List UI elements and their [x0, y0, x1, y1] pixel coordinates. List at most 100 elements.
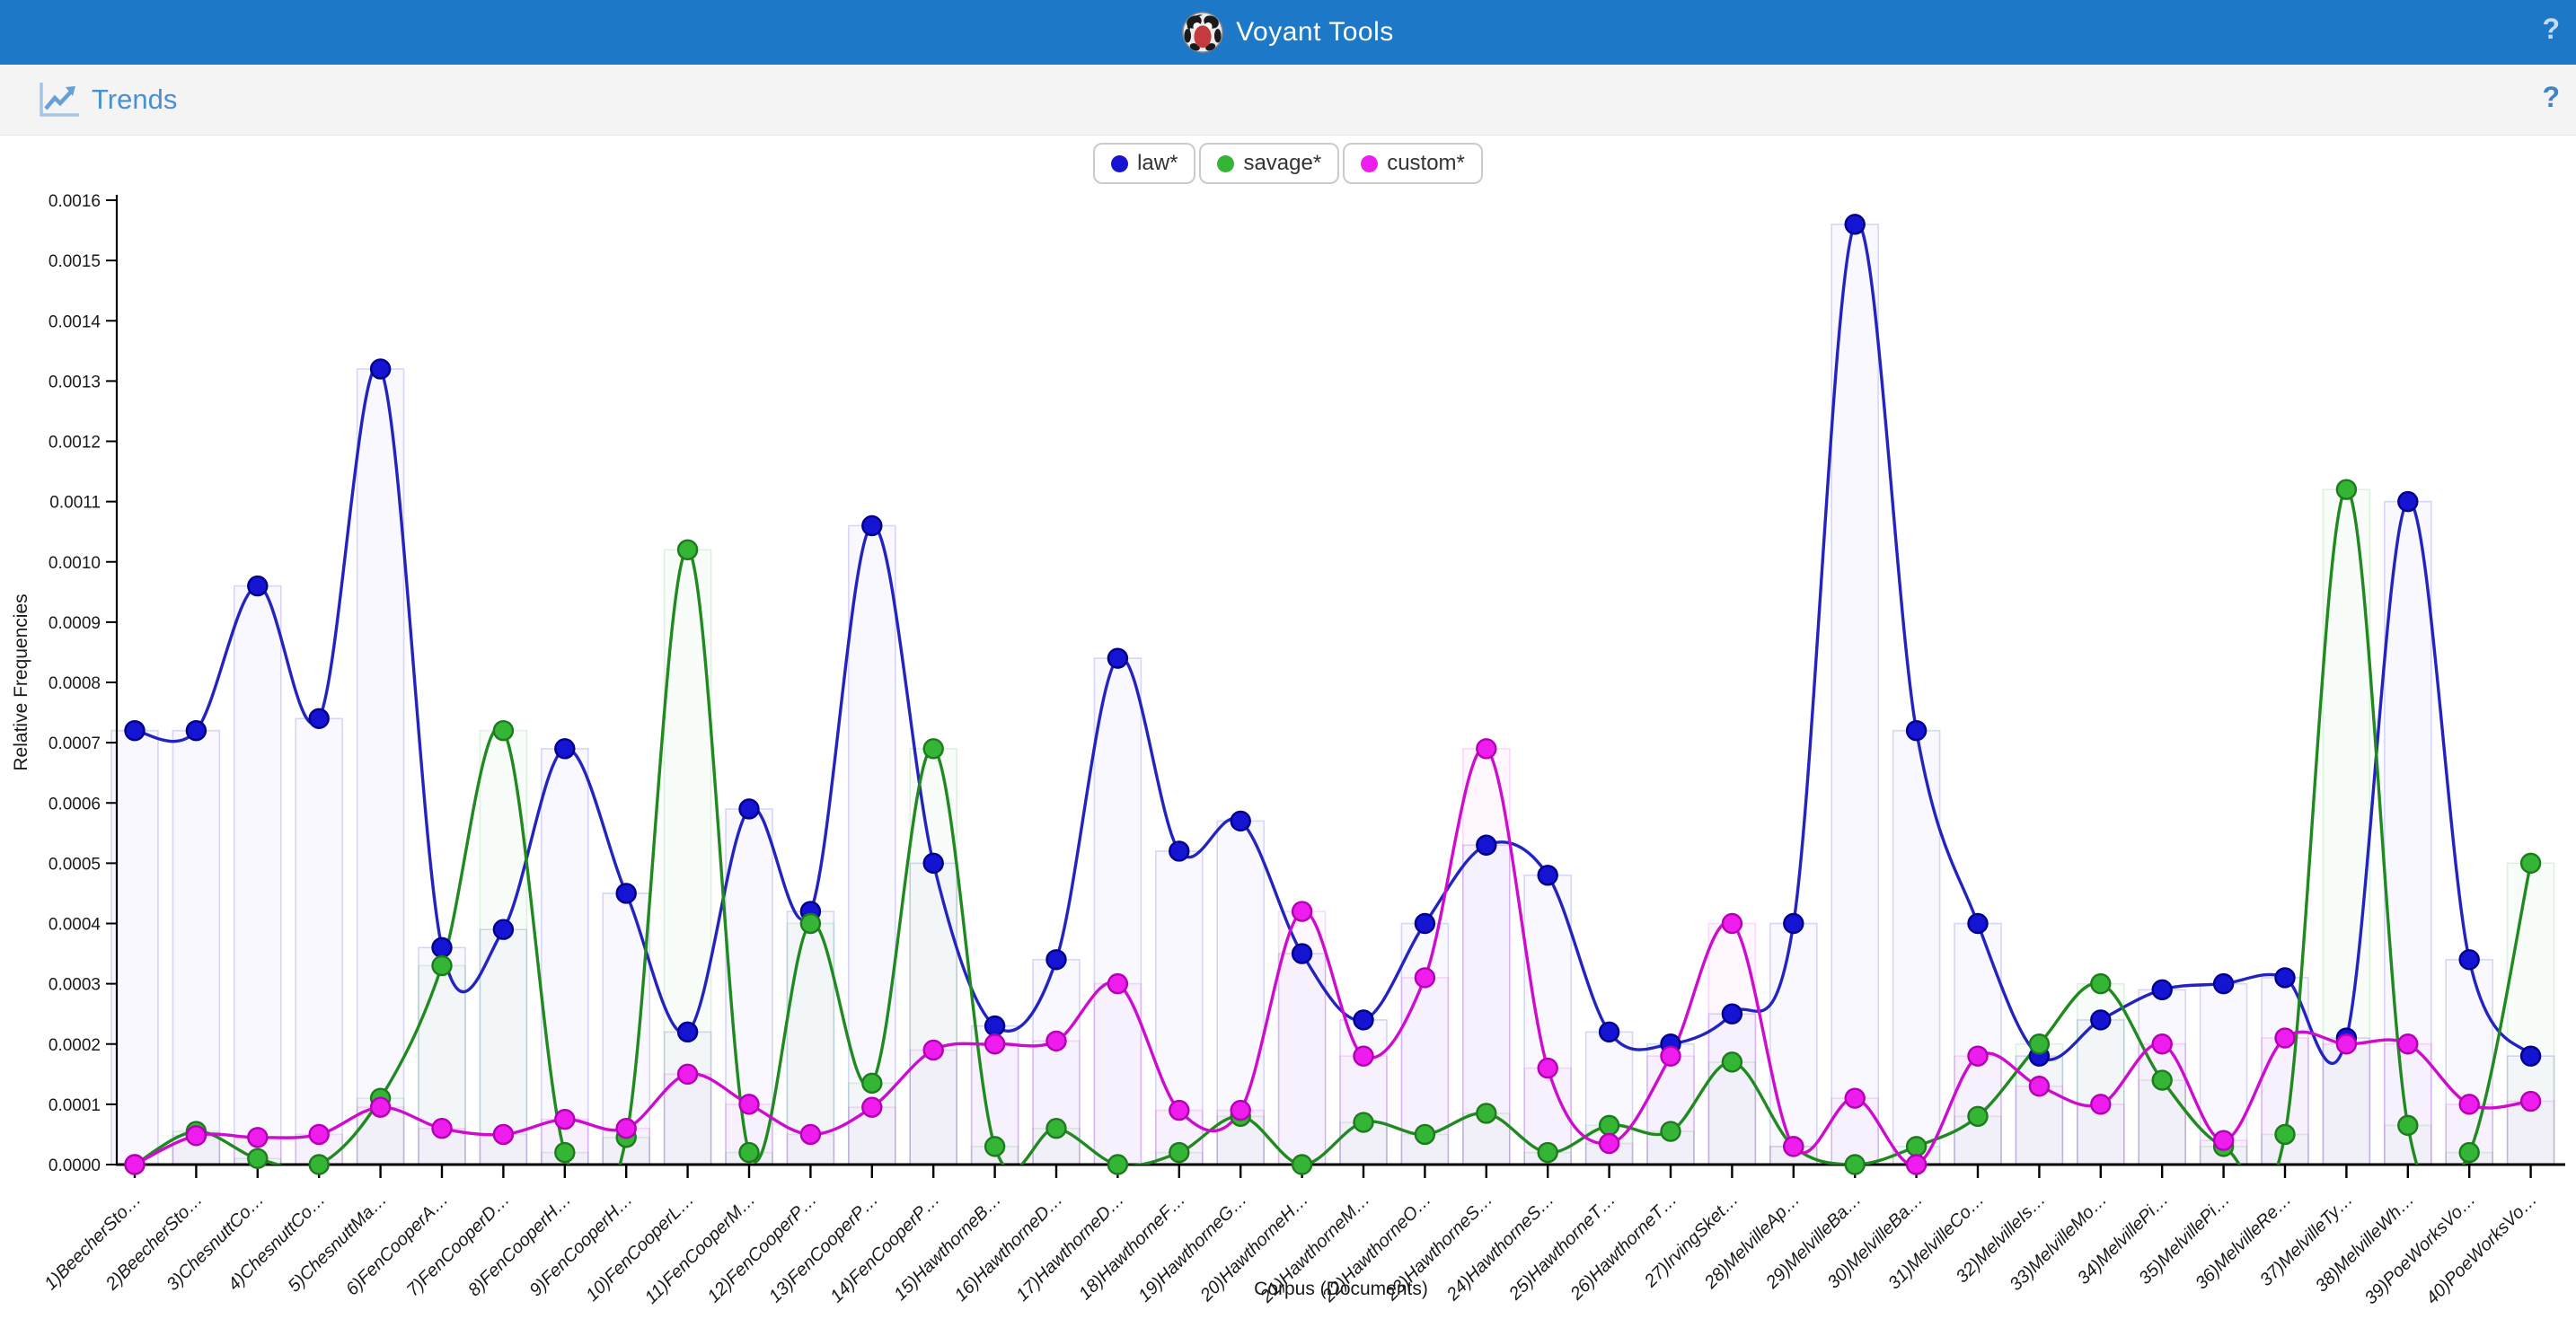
x-label-13[interactable]: 13)FenCooperP…	[765, 1190, 882, 1306]
point-custom-24[interactable]	[1537, 1057, 1558, 1079]
point-custom-39[interactable]	[2458, 1094, 2480, 1115]
x-label-39[interactable]: 39)PoeWorksVo…	[2361, 1190, 2480, 1308]
point-law-33[interactable]	[2090, 1009, 2112, 1031]
point-savage-26[interactable]	[1660, 1121, 1681, 1142]
point-savage-20[interactable]	[1291, 1154, 1313, 1175]
header-help-button[interactable]: ?	[2542, 13, 2560, 45]
point-law-21[interactable]	[1353, 1009, 1374, 1031]
point-custom-18[interactable]	[1169, 1099, 1190, 1121]
point-law-16[interactable]	[1045, 949, 1067, 971]
x-label-12[interactable]: 12)FenCooperP…	[704, 1190, 821, 1306]
point-law-13[interactable]	[861, 514, 883, 537]
point-law-34[interactable]	[2151, 979, 2173, 1001]
point-savage-24[interactable]	[1537, 1141, 1558, 1164]
point-law-8[interactable]	[554, 738, 576, 760]
point-savage-40[interactable]	[2519, 852, 2542, 875]
point-custom-28[interactable]	[1783, 1136, 1804, 1157]
point-law-29[interactable]	[1844, 214, 1866, 235]
point-custom-34[interactable]	[2151, 1033, 2173, 1055]
point-savage-6[interactable]	[431, 954, 453, 977]
point-custom-23[interactable]	[1476, 738, 1497, 760]
point-savage-22[interactable]	[1414, 1123, 1436, 1146]
x-label-15[interactable]: 15)HawthorneB…	[890, 1190, 1005, 1305]
point-law-30[interactable]	[1905, 720, 1928, 742]
point-savage-8[interactable]	[554, 1141, 576, 1164]
point-savage-34[interactable]	[2151, 1069, 2173, 1091]
x-label-11[interactable]: 11)FenCooperM…	[641, 1190, 760, 1308]
point-law-5[interactable]	[369, 358, 392, 380]
point-law-39[interactable]	[2458, 949, 2480, 971]
point-law-35[interactable]	[2212, 972, 2235, 995]
point-law-3[interactable]	[247, 575, 269, 597]
point-savage-3[interactable]	[247, 1148, 269, 1169]
point-law-27[interactable]	[1721, 1003, 1743, 1024]
point-custom-9[interactable]	[615, 1118, 637, 1139]
legend-item-savage[interactable]: savage*	[1199, 143, 1340, 184]
point-savage-11[interactable]	[738, 1141, 760, 1164]
x-label-16[interactable]: 16)HawthorneD…	[951, 1190, 1067, 1306]
point-custom-12[interactable]	[799, 1123, 822, 1146]
x-label-10[interactable]: 10)FenCooperL…	[582, 1190, 698, 1306]
point-custom-2[interactable]	[185, 1125, 207, 1147]
point-custom-17[interactable]	[1107, 972, 1129, 995]
point-savage-33[interactable]	[2090, 972, 2112, 995]
point-custom-1[interactable]	[124, 1154, 146, 1175]
point-law-25[interactable]	[1598, 1021, 1620, 1043]
point-custom-29[interactable]	[1844, 1087, 1866, 1109]
x-label-8[interactable]: 8)FenCooperH…	[464, 1190, 575, 1300]
point-law-24[interactable]	[1537, 865, 1558, 886]
point-law-38[interactable]	[2397, 490, 2419, 513]
point-law-28[interactable]	[1783, 912, 1804, 935]
point-custom-40[interactable]	[2519, 1090, 2542, 1112]
point-custom-5[interactable]	[369, 1096, 392, 1118]
point-law-36[interactable]	[2274, 967, 2296, 989]
point-custom-31[interactable]	[1967, 1045, 1989, 1067]
point-law-10[interactable]	[676, 1021, 699, 1043]
point-law-23[interactable]	[1476, 834, 1497, 856]
point-savage-16[interactable]	[1045, 1118, 1067, 1139]
point-savage-15[interactable]	[984, 1136, 1006, 1157]
point-custom-19[interactable]	[1230, 1099, 1251, 1121]
point-custom-16[interactable]	[1045, 1030, 1067, 1052]
point-custom-6[interactable]	[431, 1118, 453, 1139]
point-law-19[interactable]	[1230, 810, 1251, 832]
point-savage-39[interactable]	[2458, 1141, 2480, 1164]
x-label-14[interactable]: 14)FenCooperP…	[826, 1190, 943, 1306]
point-savage-29[interactable]	[1844, 1154, 1866, 1175]
point-custom-38[interactable]	[2397, 1033, 2419, 1055]
point-law-1[interactable]	[124, 720, 146, 742]
point-custom-32[interactable]	[2028, 1076, 2051, 1097]
x-label-7[interactable]: 7)FenCooperD…	[403, 1190, 514, 1300]
point-law-31[interactable]	[1967, 912, 1989, 935]
x-label-18[interactable]: 18)HawthorneF…	[1075, 1190, 1189, 1304]
point-savage-13[interactable]	[861, 1072, 883, 1095]
point-custom-8[interactable]	[554, 1108, 576, 1130]
point-custom-21[interactable]	[1353, 1045, 1374, 1067]
point-custom-27[interactable]	[1721, 912, 1743, 935]
point-savage-36[interactable]	[2274, 1123, 2296, 1146]
point-savage-37[interactable]	[2335, 479, 2358, 500]
point-custom-4[interactable]	[308, 1123, 330, 1146]
point-law-2[interactable]	[185, 720, 207, 742]
x-label-26[interactable]: 26)HawthorneT…	[1566, 1190, 1681, 1305]
point-custom-35[interactable]	[2212, 1130, 2235, 1151]
point-savage-38[interactable]	[2397, 1114, 2419, 1137]
point-law-40[interactable]	[2519, 1045, 2542, 1067]
point-custom-14[interactable]	[922, 1039, 944, 1061]
point-law-20[interactable]	[1291, 943, 1313, 964]
x-label-25[interactable]: 25)HawthorneT…	[1504, 1190, 1619, 1305]
x-label-40[interactable]: 40)PoeWorksVo…	[2422, 1190, 2541, 1308]
x-label-19[interactable]: 19)HawthorneG…	[1134, 1190, 1251, 1306]
point-custom-25[interactable]	[1598, 1132, 1620, 1155]
point-law-9[interactable]	[615, 883, 637, 904]
legend-item-custom[interactable]: custom*	[1343, 143, 1483, 184]
point-custom-37[interactable]	[2335, 1033, 2358, 1055]
point-savage-30[interactable]	[1905, 1136, 1928, 1157]
point-savage-21[interactable]	[1353, 1112, 1374, 1133]
point-law-17[interactable]	[1107, 647, 1129, 669]
point-custom-15[interactable]	[984, 1033, 1006, 1055]
voyant-owl-logo-icon[interactable]	[1182, 12, 1223, 53]
point-law-6[interactable]	[431, 936, 453, 959]
point-custom-11[interactable]	[738, 1094, 760, 1115]
point-custom-3[interactable]	[247, 1127, 269, 1148]
